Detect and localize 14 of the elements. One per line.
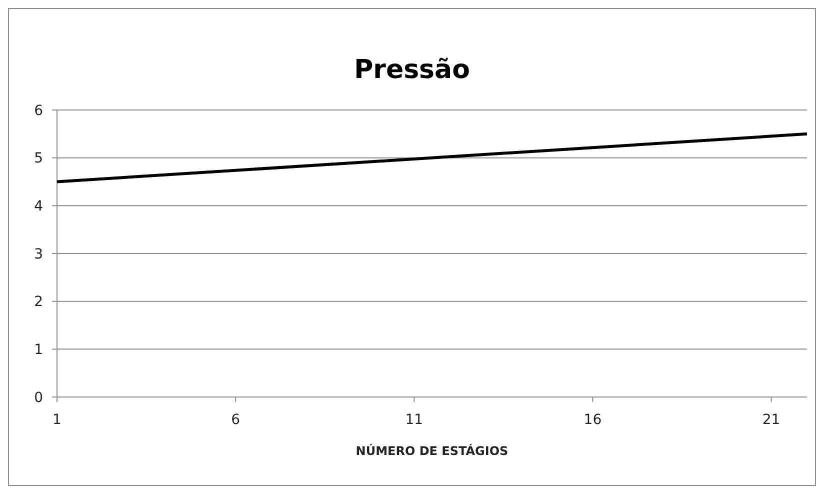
y-tick-label: 2 (34, 294, 43, 310)
x-tick-label: 21 (762, 412, 780, 428)
y-tick-label: 0 (34, 390, 43, 406)
x-tick-label: 11 (405, 412, 424, 428)
y-tick-label: 4 (34, 198, 44, 215)
y-tick-label: 6 (34, 102, 44, 119)
y-tick-label: 3 (34, 246, 43, 262)
x-tick-label: 1 (52, 412, 62, 428)
x-axis-title: NÚMERO DE ESTÁGIOS (356, 443, 508, 458)
y-tick-label: 1 (34, 342, 43, 358)
chart-title: Pressão (354, 55, 470, 85)
x-tick-label: 16 (584, 412, 602, 428)
y-tick-label: 5 (34, 150, 43, 167)
x-tick-label: 6 (231, 412, 240, 428)
